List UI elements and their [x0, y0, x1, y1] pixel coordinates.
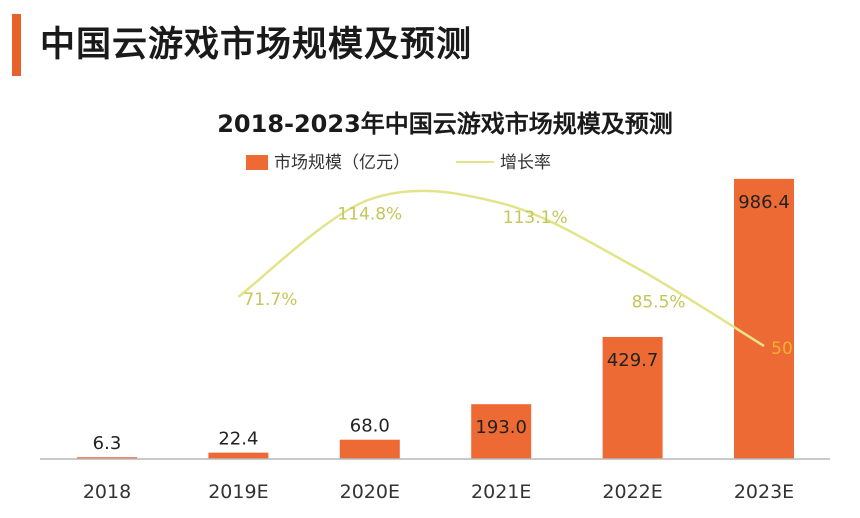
- growth-rate-label: 114.8%: [337, 204, 402, 224]
- page-title: 中国云游戏市场规模及预测: [40, 25, 473, 65]
- bars: [77, 178, 794, 459]
- bar-value-label: 68.0: [350, 416, 390, 437]
- growth-rate-label: 50: [771, 339, 793, 359]
- growth-rate-label: 85.5%: [632, 293, 686, 313]
- legend: 市场规模（亿元） 增长率: [246, 153, 551, 173]
- bar-value-label: 429.7: [607, 350, 659, 371]
- labels: 6.3 2018 22.4 2019E 68.0 2020E 193.0 2021E 429.7…: [83, 192, 794, 503]
- bar-2019E: [208, 452, 269, 459]
- legend-bar-swatch: [246, 155, 268, 170]
- growth-rate-label: 71.7%: [243, 290, 297, 310]
- legend-bar-label: 市场规模（亿元）: [274, 153, 410, 173]
- x-tick-label: 2023E: [734, 481, 794, 503]
- x-tick-label: 2020E: [340, 481, 400, 503]
- chart-title: 2018-2023年中国云游戏市场规模及预测: [217, 110, 673, 138]
- growth-line-group: [237, 189, 765, 347]
- bar-2021E: [471, 404, 532, 459]
- legend-line-label: 增长率: [500, 153, 551, 173]
- x-tick-label: 2021E: [471, 481, 531, 503]
- bar-2020E: [339, 439, 400, 459]
- bar-value-label: 193.0: [475, 417, 527, 438]
- bar-2022E: [602, 336, 663, 459]
- heading-accent-bar: [12, 14, 21, 76]
- bar-value-label: 22.4: [218, 429, 258, 450]
- bar-2018: [77, 457, 137, 459]
- bar-2023E: [734, 178, 794, 459]
- x-tick-label: 2022E: [602, 481, 662, 503]
- growth-rate-line: [237, 189, 765, 347]
- bar-value-label: 986.4: [738, 192, 790, 213]
- x-tick-label: 2019E: [208, 481, 268, 503]
- x-tick-label: 2018: [83, 481, 131, 503]
- growth-rate-label: 113.1%: [503, 208, 568, 228]
- bar-value-label: 6.3: [93, 433, 122, 454]
